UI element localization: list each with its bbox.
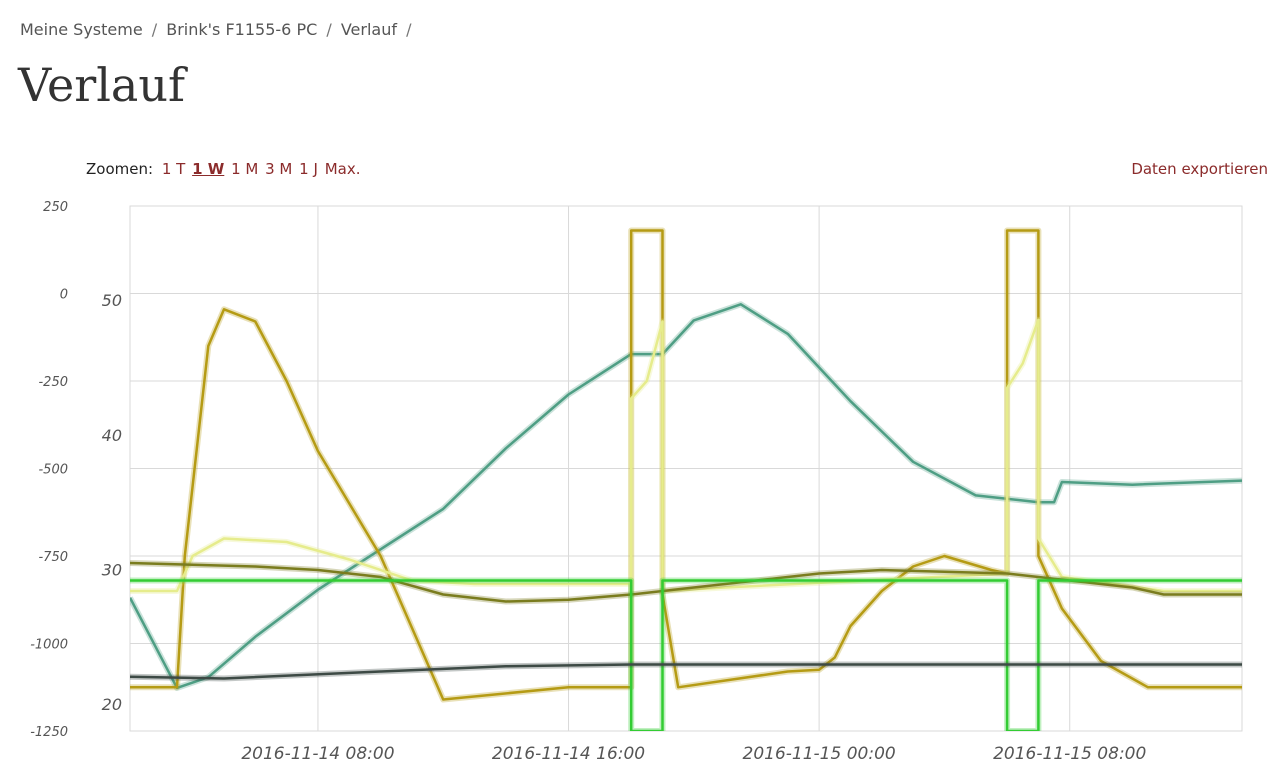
breadcrumb-separator: / <box>151 20 158 39</box>
breadcrumb-item-history[interactable]: Verlauf <box>340 20 397 39</box>
zoom-option-1-year[interactable]: 1 J <box>299 160 318 178</box>
zoom-option-3-months[interactable]: 3 M <box>265 160 293 178</box>
breadcrumb-item-systems[interactable]: Meine Systeme <box>20 20 143 39</box>
series-line-1 <box>130 229 1242 701</box>
breadcrumb-separator: / <box>406 20 412 39</box>
x-tick-label: 2016-11-14 16:00 <box>492 744 645 764</box>
zoom-option-1-week[interactable]: 1 W <box>192 160 225 178</box>
series-line-glow-2 <box>130 316 1242 594</box>
chart-ticks: 2016-11-14 08:00 2016-11-14 16:00 2016-11-… <box>30 200 1146 764</box>
y-left-tick-label: -1000 <box>30 638 68 653</box>
x-tick-label: 2016-11-15 08:00 <box>993 744 1146 764</box>
chart-grid <box>129 205 1243 732</box>
y-right-tick-label: 50 <box>102 291 122 310</box>
y-right-tick-label: 20 <box>102 695 122 714</box>
breadcrumb-item-system[interactable]: Brink's F1155-6 PC <box>166 20 318 39</box>
y-right-tick-label: 30 <box>102 560 122 579</box>
chart-series <box>130 227 1242 731</box>
zoom-bar: Zoomen: 1 T 1 W 1 M 3 M 1 J Max. <box>86 160 362 178</box>
y-left-tick-label: 250 <box>43 200 68 215</box>
zoom-label: Zoomen: <box>86 160 154 178</box>
x-tick-label: 2016-11-14 08:00 <box>241 744 394 764</box>
export-data-link[interactable]: Daten exportieren <box>1131 160 1268 178</box>
breadcrumb-separator: / <box>326 20 332 39</box>
y-left-tick-label: -750 <box>38 550 68 565</box>
history-chart[interactable]: 2016-11-14 08:00 2016-11-14 16:00 2016-11-… <box>0 190 1280 774</box>
series-line-0 <box>130 303 1242 690</box>
y-right-tick-label: 40 <box>102 426 122 445</box>
zoom-option-1-month[interactable]: 1 M <box>231 160 259 178</box>
page-title: Verlauf <box>18 58 185 112</box>
breadcrumb: Meine Systeme / Brink's F1155-6 PC / Ver… <box>20 20 415 39</box>
zoom-option-max[interactable]: Max. <box>324 160 361 178</box>
series-line-5 <box>130 663 1242 680</box>
y-left-tick-label: -500 <box>38 463 68 478</box>
x-tick-label: 2016-11-15 00:00 <box>743 744 896 764</box>
zoom-option-1-day[interactable]: 1 T <box>161 160 186 178</box>
y-left-tick-label: -250 <box>38 375 68 390</box>
series-line-2 <box>130 318 1242 593</box>
series-line-4 <box>130 579 1242 731</box>
y-left-tick-label: -1250 <box>30 725 68 740</box>
series-line-glow-1 <box>130 227 1242 703</box>
y-left-tick-label: 0 <box>60 288 68 303</box>
